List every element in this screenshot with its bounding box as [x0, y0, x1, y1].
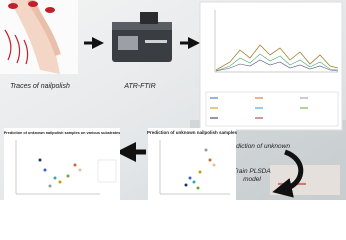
- scatter-panel: [4, 128, 120, 200]
- step-label-box: Train PLSDA model: [233, 168, 271, 183]
- step-label: Train PLSDA model: [233, 168, 271, 183]
- step-label: Traces of nailpolish: [10, 83, 70, 90]
- scatter-panel: [148, 128, 236, 200]
- panel-title: Prediction of unknown nailpolish samples: [147, 130, 238, 135]
- step-label: Prediction of unknown: [226, 143, 290, 150]
- ftir-instrument: [112, 12, 172, 62]
- spectra-panel: [199, 1, 343, 131]
- curved-arrow: [272, 149, 304, 198]
- graphical-abstract: ▬▬▬▬ Traces of nailpolish ATR-FTIR: [0, 0, 346, 200]
- hand-photo: [0, 0, 78, 74]
- panel-title: Prediction of unknown nailpolish samples…: [4, 131, 120, 135]
- page: {"steps": [ {"label": "Traces of nailpol…: [0, 0, 346, 200]
- step-label: ATR-FTIR: [123, 83, 155, 90]
